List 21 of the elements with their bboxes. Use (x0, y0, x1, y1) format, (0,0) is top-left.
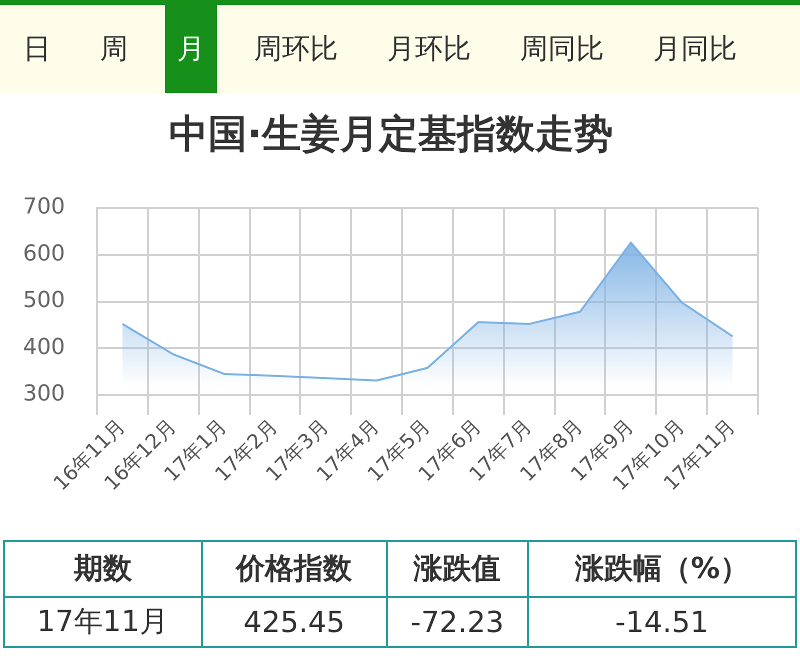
table-header-cell: 涨跌幅（%） (528, 541, 796, 597)
table-cell: -72.23 (386, 597, 528, 647)
text: 月环比 (386, 31, 472, 67)
table-header-cell: 期数 (4, 541, 202, 597)
text: 月同比 (652, 31, 738, 67)
y-tick-label: 300 (23, 382, 65, 407)
text: 周环比 (253, 31, 339, 67)
y-tick-label: 400 (23, 334, 65, 360)
y-tick-label: 500 (23, 288, 65, 314)
table-header-cell: 涨跌值 (386, 541, 528, 597)
selected-tab: 月 (165, 5, 217, 93)
text: 周 (99, 31, 129, 67)
table-header-cell: 价格指数 (202, 541, 387, 597)
chart-title: 中国·生姜月定基指数走势 (168, 111, 614, 159)
y-tick-label: 600 (23, 241, 65, 266)
table-cell: 425.45 (202, 597, 387, 647)
y-tick-label: 700 (23, 194, 65, 220)
text: 日 (22, 31, 52, 67)
text: 周同比 (519, 31, 605, 67)
table-cell: -14.51 (528, 597, 796, 647)
table-cell: 17年11月 (4, 597, 202, 647)
